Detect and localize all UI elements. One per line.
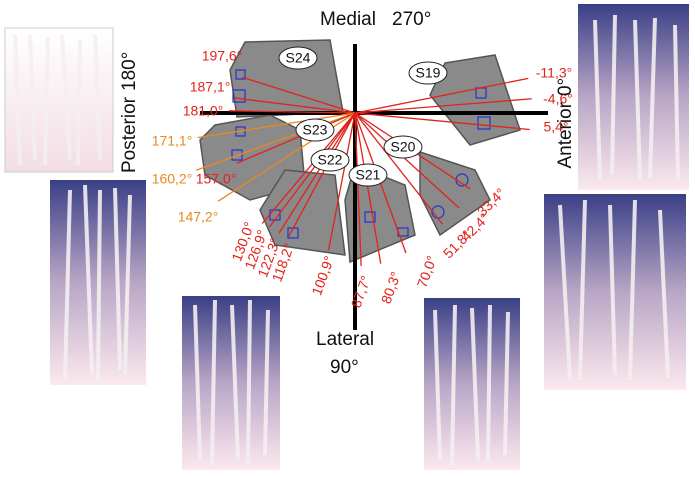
axis-angle: 180° — [119, 52, 140, 91]
ray — [268, 112, 356, 228]
sample-label: S23 — [303, 122, 328, 138]
sample-label: S19 — [416, 65, 441, 81]
angle-label: 100,9° — [308, 254, 337, 298]
sample-badges — [278, 46, 448, 187]
axis-angle: 270° — [392, 9, 431, 30]
ray — [229, 110, 356, 114]
sample-labels: S24 S19 S23 S22 S21 S20 — [286, 50, 441, 183]
ray — [354, 112, 382, 264]
angle-label: 160,2° — [152, 171, 193, 187]
section — [259, 169, 346, 256]
ray — [261, 112, 356, 224]
sample-label: S20 — [391, 139, 416, 155]
sample-label: S22 — [318, 152, 343, 168]
ray — [354, 112, 530, 131]
section — [344, 163, 416, 264]
angle-label: 197,6° — [202, 48, 243, 64]
axis-name: Posterior — [119, 96, 140, 173]
angle-label: 147,2° — [178, 209, 219, 225]
ray — [327, 112, 356, 251]
axis-angle: 0° — [555, 78, 576, 96]
angle-label: 5,4° — [543, 119, 568, 135]
sample-label: S21 — [356, 167, 381, 183]
ray — [234, 97, 356, 114]
sample-label: S24 — [286, 50, 311, 66]
ray — [278, 112, 356, 234]
ray — [197, 112, 356, 139]
angle-label: 187,1° — [190, 79, 231, 95]
ray — [354, 112, 362, 267]
angle-label: 80,3° — [378, 269, 404, 305]
ray — [236, 112, 356, 164]
axis-name: Anterior — [555, 101, 576, 168]
axis-name: Lateral — [316, 329, 374, 350]
scaffold-images — [4, 4, 689, 470]
ray — [354, 98, 532, 114]
angle-label: -4,6° — [543, 91, 573, 107]
ray — [354, 112, 443, 225]
axis-name: Medial — [320, 9, 376, 30]
section — [419, 150, 491, 237]
axes-cross — [200, 44, 548, 330]
angle-label: 70,0° — [414, 253, 440, 289]
angle-label: 171,1° — [152, 133, 193, 149]
angle-label: 157,0° — [196, 171, 237, 187]
ray — [288, 112, 356, 237]
axis-angle: 90° — [330, 357, 359, 378]
ray — [354, 112, 460, 209]
trabeculae — [13, 14, 680, 466]
ray — [354, 77, 529, 114]
ray — [242, 76, 356, 114]
angle-label: 87,7° — [348, 273, 374, 309]
axis-labels: Medial 270° Lateral 90° Posterior 180° A… — [119, 9, 576, 378]
angle-label: -11,3° — [536, 65, 572, 81]
angle-label: 181,0° — [183, 103, 224, 119]
